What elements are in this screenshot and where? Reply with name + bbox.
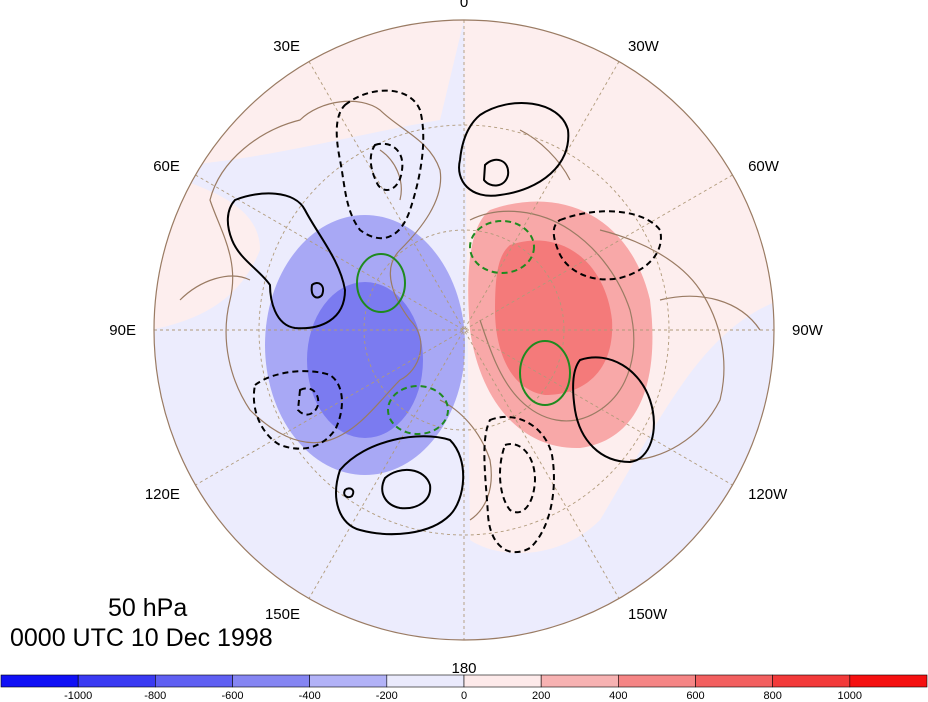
colorbar-swatch [540, 674, 619, 688]
colorbar-swatch [77, 674, 156, 688]
green-dashed-contours [387, 220, 535, 435]
colorbar-swatch [618, 674, 696, 688]
time-title: 0000 UTC 10 Dec 1998 [10, 624, 273, 652]
colorbar-tick-label: 0 [461, 690, 467, 702]
longitude-label: 120W [748, 486, 788, 503]
coastlines [179, 100, 761, 521]
colorbar-tick-label: -200 [376, 690, 398, 702]
colorbar-swatch [232, 674, 310, 688]
colorbar-swatch [155, 674, 233, 688]
colorbar-tick-label: 600 [686, 690, 704, 702]
colorbar-swatch [463, 674, 542, 688]
colorbar-swatch [849, 674, 928, 688]
colorbar-tick-label: -1000 [64, 690, 92, 702]
longitude-label: 30W [628, 38, 660, 55]
colorbar-swatch [386, 674, 465, 688]
colorbar-tick-label: 200 [532, 690, 550, 702]
colorbar-swatch [695, 674, 773, 688]
colorbar: -1000 -800 -600 -400 -200 0 200 400 600 800 1000 [0, 674, 928, 702]
level-title: 50 hPa [108, 594, 188, 622]
colorbar-tick-label: 400 [609, 690, 627, 702]
longitude-label: 60W [748, 158, 780, 175]
longitude-label: 150E [265, 606, 300, 623]
positive-contours [226, 102, 655, 536]
longitude-label: 90E [109, 322, 136, 339]
longitude-label: 120E [145, 486, 180, 503]
colorbar-tick-label: -400 [299, 690, 321, 702]
colorbar-swatch [0, 674, 79, 688]
map-disk [154, 20, 774, 640]
longitude-label: 90W [792, 322, 824, 339]
colorbar-tick-label: -800 [144, 690, 166, 702]
negative-anomaly-inner [307, 282, 423, 438]
longitude-label: 150W [628, 606, 668, 623]
longitude-labels: 0 30W 60W 90W 120W 150W 180 150E 120E 90E 60E 30E [109, 0, 823, 677]
map-border [153, 19, 775, 641]
colorbar-tick-label: 1000 [838, 690, 862, 702]
longitude-label: 180 [451, 660, 476, 677]
longitude-label: 30E [273, 38, 300, 55]
colorbar-swatch [772, 674, 851, 688]
graticule [154, 20, 774, 640]
colorbar-tick-label: -600 [221, 690, 243, 702]
negative-contours [252, 89, 662, 554]
longitude-label: 60E [153, 158, 180, 175]
colorbar-swatch [309, 674, 388, 688]
colorbar-tick-label: 800 [764, 690, 782, 702]
longitude-label: 0 [460, 0, 468, 11]
green-contours [356, 253, 571, 406]
